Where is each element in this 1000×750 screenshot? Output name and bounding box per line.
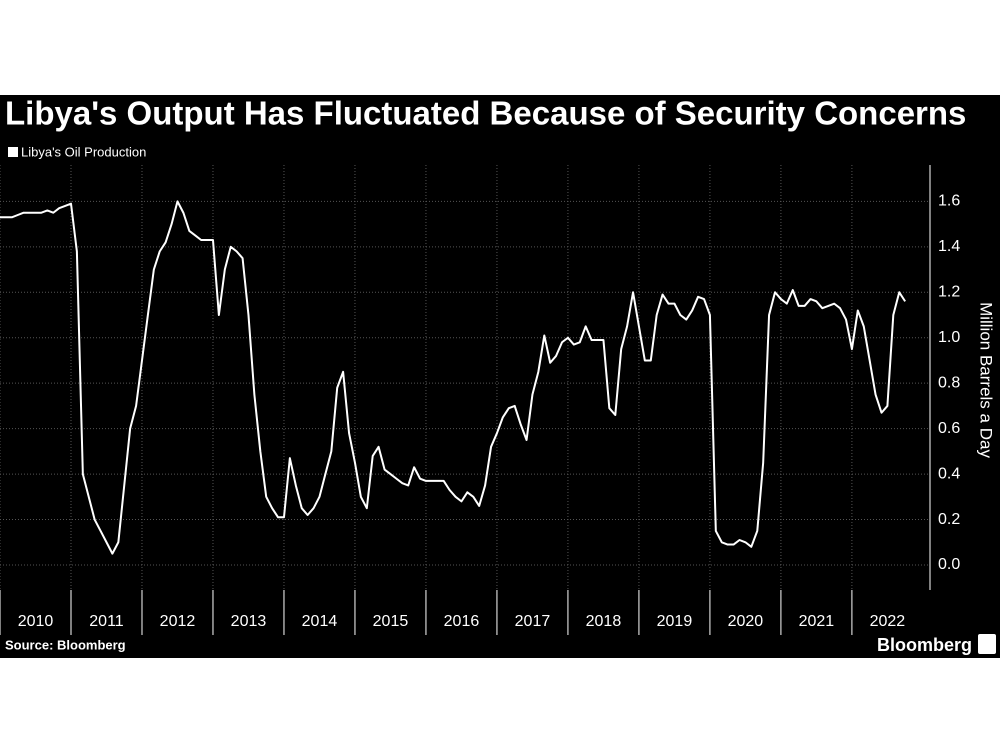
y-tick-label: 0.2	[938, 511, 960, 528]
x-tick-label: 2014	[302, 613, 338, 630]
x-tick-label: 2011	[89, 613, 124, 630]
y-tick-label: 1.0	[938, 329, 960, 346]
x-tick-label: 2017	[515, 613, 551, 630]
x-tick-label: 2021	[799, 613, 835, 630]
source: Source: Bloomberg	[5, 637, 126, 652]
x-tick-label: 2012	[160, 613, 196, 630]
legend-label: Libya's Oil Production	[21, 144, 146, 159]
y-tick-label: 1.6	[938, 193, 960, 210]
x-tick-label: 2018	[586, 613, 622, 630]
x-tick-label: 2020	[728, 613, 764, 630]
x-tick-label: 2019	[657, 613, 693, 630]
chart-background	[0, 95, 1000, 658]
brand-icon	[978, 634, 996, 654]
legend-swatch	[8, 147, 18, 157]
x-tick-label: 2022	[870, 613, 906, 630]
y-tick-label: 0.4	[938, 465, 960, 482]
y-tick-label: 0.0	[938, 556, 960, 573]
y-axis-title: Million Barrels a Day	[977, 302, 996, 458]
x-tick-label: 2015	[373, 613, 409, 630]
y-tick-label: 0.8	[938, 374, 960, 391]
x-tick-label: 2010	[18, 613, 54, 630]
y-tick-label: 1.2	[938, 283, 960, 300]
brand: Bloomberg	[877, 635, 972, 655]
y-tick-label: 1.4	[938, 238, 960, 255]
x-tick-label: 2013	[231, 613, 267, 630]
data-line	[0, 200, 906, 555]
chart-title: Libya's Output Has Fluctuated Because of…	[5, 95, 966, 132]
y-tick-label: 0.6	[938, 420, 960, 437]
x-tick-label: 2016	[444, 613, 480, 630]
